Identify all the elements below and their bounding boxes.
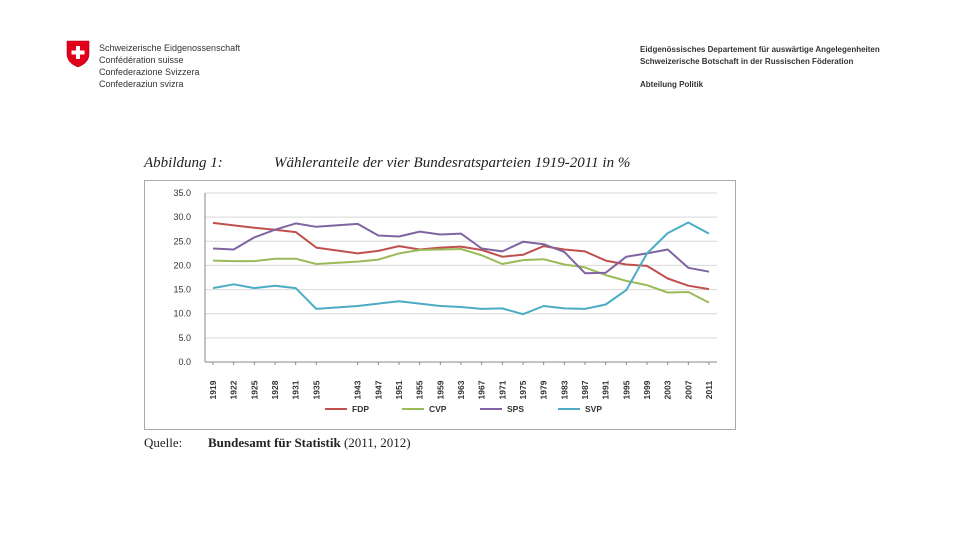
series-line-cvp (212, 248, 710, 304)
y-tick-label: 25.0 (173, 236, 191, 246)
source-text: Bundesamt für Statistik (2011, 2012) (208, 435, 411, 451)
x-tick-label: 1967 (477, 380, 487, 399)
y-tick-label: 35.0 (173, 188, 191, 198)
x-tick-label: 1975 (518, 380, 528, 399)
series-line-sps (212, 222, 710, 275)
embassy-name: Schweizerische Botschaft in der Russisch… (640, 57, 854, 66)
x-tick-label: 1951 (394, 380, 404, 399)
source-name: Bundesamt für Statistik (208, 435, 341, 450)
x-tick-label: 1999 (642, 380, 652, 399)
x-tick-label: 2003 (663, 380, 673, 399)
figure-label: Abbildung 1: (144, 155, 223, 171)
figure-title: Wähleranteile der vier Bundesratsparteie… (274, 155, 631, 171)
x-tick-label: 2007 (683, 380, 693, 399)
confederation-name-rm: Confederaziun svizra (99, 79, 184, 89)
x-tick-label: 1935 (311, 380, 321, 399)
source-label: Quelle: (144, 435, 183, 450)
x-tick-label: 1919 (208, 380, 218, 399)
x-tick-label: 1947 (373, 380, 383, 399)
x-tick-label: 1925 (249, 380, 259, 399)
series-line-svp (212, 221, 710, 316)
x-tick-label: 1991 (601, 380, 611, 399)
line-chart: 0.0 5.0 10.0 15.0 20.0 25.0 30.0 35.0 1919 1922 19… (173, 188, 717, 414)
confederation-name-it: Confederazione Svizzera (99, 67, 200, 77)
department-block: Eidgenössisches Departement für auswärti… (640, 44, 880, 91)
legend-label-svp: SVP (585, 404, 602, 414)
series-line-fdp (212, 221, 710, 291)
chart-container: 0.0 5.0 10.0 15.0 20.0 25.0 30.0 35.0 1919 1922 19… (144, 180, 736, 430)
x-tick-label: 1943 (353, 380, 363, 399)
x-tick-label: 1959 (435, 380, 445, 399)
confederation-name-de: Schweizerische Eidgenossenschaft (99, 43, 241, 53)
x-tick-label: 1931 (291, 380, 301, 399)
x-tick-label: 1928 (270, 380, 280, 399)
confederation-name-fr: Confédération suisse (99, 55, 184, 65)
legend-label-fdp: FDP (352, 404, 369, 414)
y-tick-label: 30.0 (173, 212, 191, 222)
x-tick-label: 1963 (456, 380, 466, 399)
y-tick-label: 5.0 (178, 333, 191, 343)
x-tick-label: 1979 (539, 380, 549, 399)
x-tick-label: 1922 (229, 380, 239, 399)
confederation-name-block: Schweizerische Eidgenossenschaft Confédé… (99, 42, 240, 90)
legend-label-sps: SPS (507, 404, 524, 414)
swiss-coat-of-arms-logo (66, 40, 90, 68)
source-year: (2011, 2012) (343, 435, 411, 450)
y-tick-label: 10.0 (173, 309, 191, 319)
x-tick-label: 1971 (497, 380, 507, 399)
legend-label-cvp: CVP (429, 404, 447, 414)
x-tick-label: 1987 (580, 380, 590, 399)
department-name: Eidgenössisches Departement für auswärti… (640, 45, 880, 54)
x-tick-label: 1983 (559, 380, 569, 399)
x-tick-label: 1955 (415, 380, 425, 399)
y-tick-label: 20.0 (173, 260, 191, 270)
division-name: Abteilung Politik (640, 80, 704, 89)
x-tick-label: 1995 (621, 380, 631, 399)
y-tick-label: 15.0 (173, 285, 191, 295)
y-tick-label: 0.0 (178, 357, 191, 367)
x-tick-label: 2011 (704, 381, 714, 400)
